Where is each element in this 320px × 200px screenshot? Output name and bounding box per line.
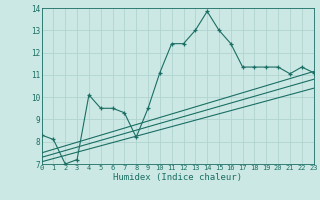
X-axis label: Humidex (Indice chaleur): Humidex (Indice chaleur) — [113, 173, 242, 182]
